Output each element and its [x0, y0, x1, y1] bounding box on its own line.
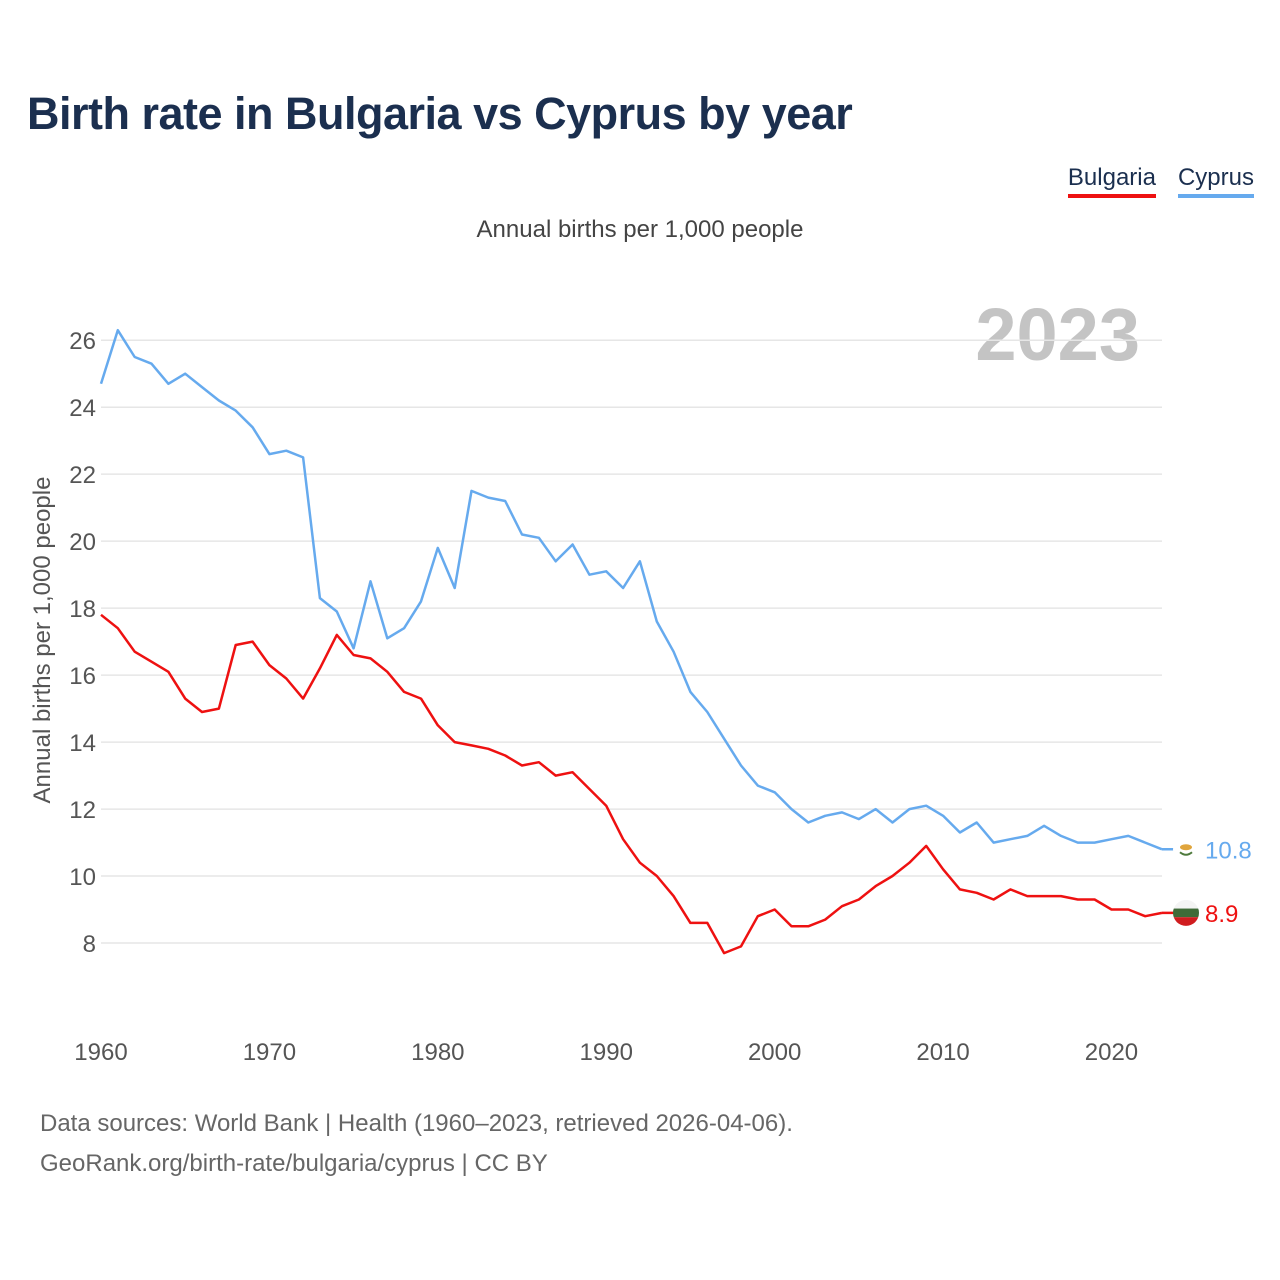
x-tick-label-1980: 1980 [411, 1039, 464, 1066]
y-tick-label-10: 10 [69, 864, 96, 891]
x-tick-label-1970: 1970 [243, 1039, 296, 1066]
y-tick-label-8: 8 [83, 931, 96, 958]
legend-item-cyprus[interactable]: Cyprus [1177, 164, 1254, 198]
chart-subtitle: Annual births per 1,000 people [476, 216, 804, 243]
end-label-cyprus: 10.8 [1205, 837, 1252, 864]
end-labels: 8.9 10.8 [1162, 836, 1252, 928]
y-tick-label-26: 26 [69, 328, 96, 355]
footer-sources: Data sources: World Bank | Health (1960–… [40, 1110, 793, 1137]
x-tick-label-2000: 2000 [748, 1039, 801, 1066]
footer: Data sources: World Bank | Health (1960–… [40, 1104, 793, 1184]
grid-lines [101, 339, 1162, 944]
x-tick-label-2020: 2020 [1085, 1039, 1138, 1066]
series-line-cyprus[interactable] [99, 328, 1163, 851]
legend-item-bulgaria[interactable]: Bulgaria [1067, 164, 1156, 198]
x-tick-label-1990: 1990 [580, 1039, 633, 1066]
x-axis-ticks: 1960 1970 1980 1990 2000 2010 2020 [74, 1039, 1138, 1066]
legend: Bulgaria Cyprus [1067, 164, 1254, 198]
series-lines [99, 328, 1163, 955]
bulgaria-flag-icon [1173, 899, 1199, 926]
y-tick-label-16: 16 [69, 663, 96, 690]
y-axis-ticks: 8 10 12 14 16 18 20 22 24 26 [69, 328, 96, 958]
y-tick-label-18: 18 [69, 596, 96, 623]
footer-url[interactable]: GeoRank.org/birth-rate/bulgaria/cyprus |… [40, 1150, 548, 1177]
x-tick-label-1960: 1960 [74, 1039, 127, 1066]
y-tick-label-14: 14 [69, 730, 96, 757]
x-tick-label-2010: 2010 [916, 1039, 969, 1066]
y-tick-label-24: 24 [69, 395, 96, 422]
y-axis-label: Annual births per 1,000 people [29, 477, 56, 804]
end-label-bulgaria: 8.9 [1205, 901, 1238, 928]
year-watermark: 2023 [975, 293, 1140, 376]
y-tick-label-12: 12 [69, 797, 96, 824]
chart-title: Birth rate in Bulgaria vs Cyprus by year [27, 88, 853, 139]
y-tick-label-20: 20 [69, 529, 96, 556]
series-line-bulgaria[interactable] [100, 613, 1163, 955]
y-tick-label-22: 22 [69, 462, 96, 489]
cyprus-flag-icon [1173, 836, 1199, 863]
